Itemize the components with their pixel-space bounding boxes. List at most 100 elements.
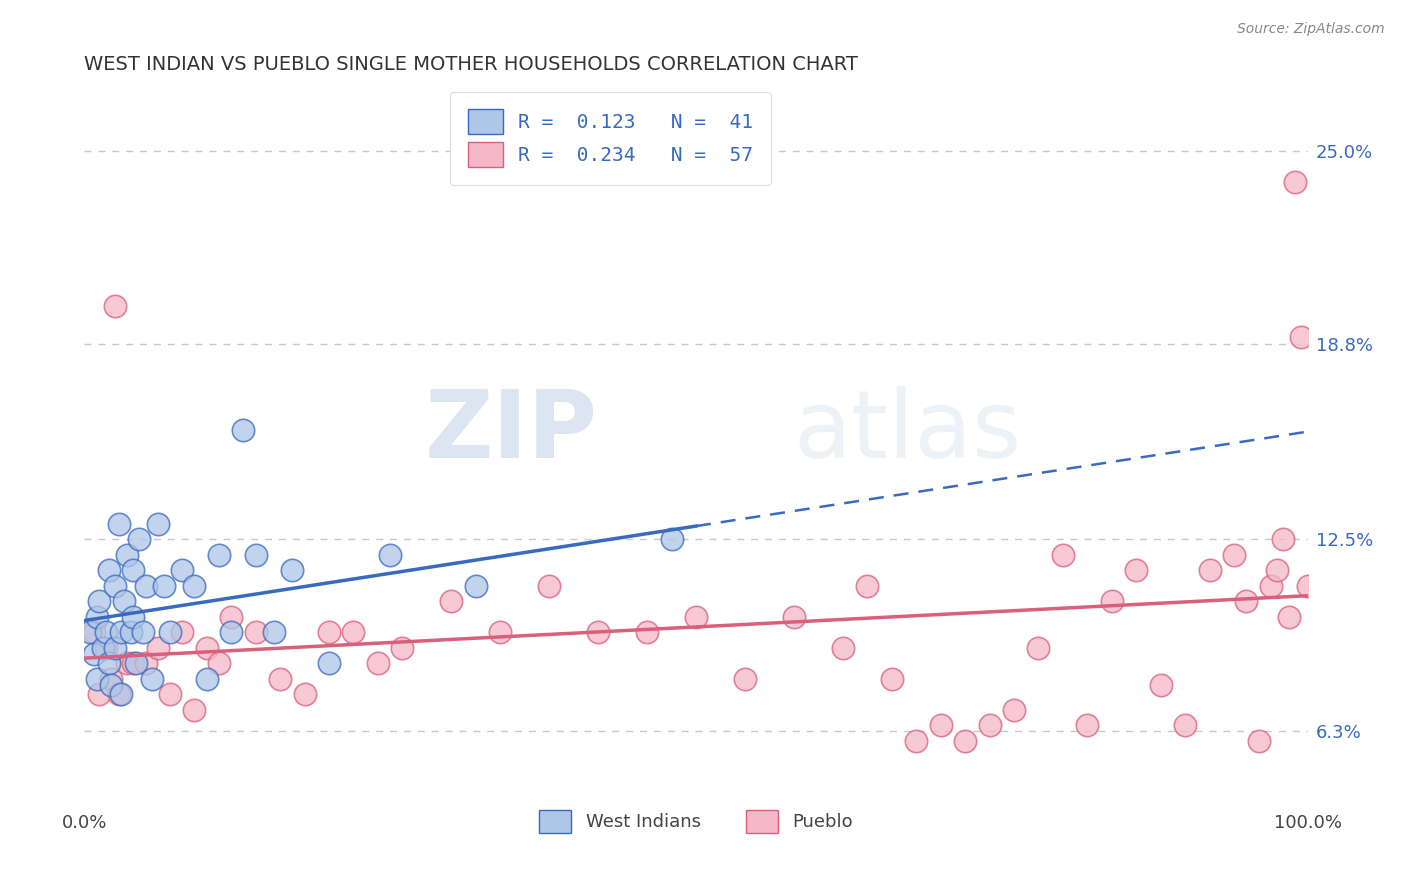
Point <box>269 672 291 686</box>
Point <box>100 672 122 686</box>
Text: WEST INDIAN VS PUEBLO SINGLE MOTHER HOUSEHOLDS CORRELATION CHART: WEST INDIAN VS PUEBLO SINGLE MOTHER HOUS… <box>84 54 858 74</box>
Point <box>112 594 135 608</box>
Point <box>636 625 658 640</box>
Point <box>1101 594 1123 608</box>
Point <box>232 424 254 438</box>
Point <box>489 625 512 640</box>
Point <box>122 563 145 577</box>
Point <box>120 625 142 640</box>
Point <box>208 548 231 562</box>
Point <box>391 640 413 655</box>
Point <box>83 625 105 640</box>
Point <box>122 656 145 670</box>
Point <box>183 703 205 717</box>
Point <box>104 579 127 593</box>
Point <box>122 609 145 624</box>
Point <box>1265 563 1288 577</box>
Point <box>97 563 120 577</box>
Point <box>87 687 110 701</box>
Text: ZIP: ZIP <box>425 385 598 478</box>
Point <box>159 687 181 701</box>
Point <box>86 672 108 686</box>
Point <box>115 548 138 562</box>
Point <box>1278 609 1301 624</box>
Text: atlas: atlas <box>794 385 1022 478</box>
Point <box>783 609 806 624</box>
Point <box>172 625 194 640</box>
Point <box>464 579 486 593</box>
Point <box>1247 733 1270 747</box>
Point <box>86 609 108 624</box>
Point <box>1125 563 1147 577</box>
Point <box>153 579 176 593</box>
Point <box>208 656 231 670</box>
Point <box>141 672 163 686</box>
Legend: West Indians, Pueblo: West Indians, Pueblo <box>524 795 868 847</box>
Point <box>734 672 756 686</box>
Point <box>1198 563 1220 577</box>
Point <box>91 640 114 655</box>
Point <box>1052 548 1074 562</box>
Point <box>245 625 267 640</box>
Point <box>195 640 218 655</box>
Point <box>318 656 340 670</box>
Point <box>1272 532 1295 546</box>
Point <box>1236 594 1258 608</box>
Point <box>1174 718 1197 732</box>
Point <box>318 625 340 640</box>
Point <box>219 625 242 640</box>
Point <box>342 625 364 640</box>
Point <box>97 656 120 670</box>
Point <box>110 625 132 640</box>
Point <box>135 656 157 670</box>
Point <box>110 687 132 701</box>
Text: Source: ZipAtlas.com: Source: ZipAtlas.com <box>1237 22 1385 37</box>
Point <box>159 625 181 640</box>
Point <box>1296 579 1319 593</box>
Point <box>83 647 105 661</box>
Point <box>263 625 285 640</box>
Point <box>115 656 138 670</box>
Point <box>183 579 205 593</box>
Point <box>96 625 118 640</box>
Point <box>1028 640 1050 655</box>
Point <box>661 532 683 546</box>
Point <box>1223 548 1246 562</box>
Point <box>219 609 242 624</box>
Point <box>294 687 316 701</box>
Point <box>905 733 928 747</box>
Point <box>107 516 129 531</box>
Point <box>195 672 218 686</box>
Point <box>1002 703 1025 717</box>
Point <box>685 609 707 624</box>
Point <box>1260 579 1282 593</box>
Point <box>1284 175 1306 189</box>
Point <box>380 548 402 562</box>
Point <box>146 640 169 655</box>
Point <box>79 625 101 640</box>
Point <box>281 563 304 577</box>
Point <box>125 656 148 670</box>
Point <box>87 594 110 608</box>
Point <box>880 672 903 686</box>
Point <box>104 299 127 313</box>
Point <box>96 640 118 655</box>
Point <box>100 678 122 692</box>
Point <box>1076 718 1098 732</box>
Point <box>135 579 157 593</box>
Point <box>128 532 150 546</box>
Point <box>586 625 609 640</box>
Point <box>367 656 389 670</box>
Point <box>132 625 155 640</box>
Point <box>107 687 129 701</box>
Point <box>538 579 561 593</box>
Point <box>440 594 463 608</box>
Point <box>831 640 853 655</box>
Point <box>146 516 169 531</box>
Point <box>856 579 879 593</box>
Point <box>1291 330 1313 344</box>
Point <box>245 548 267 562</box>
Point <box>979 718 1001 732</box>
Point <box>953 733 976 747</box>
Point <box>172 563 194 577</box>
